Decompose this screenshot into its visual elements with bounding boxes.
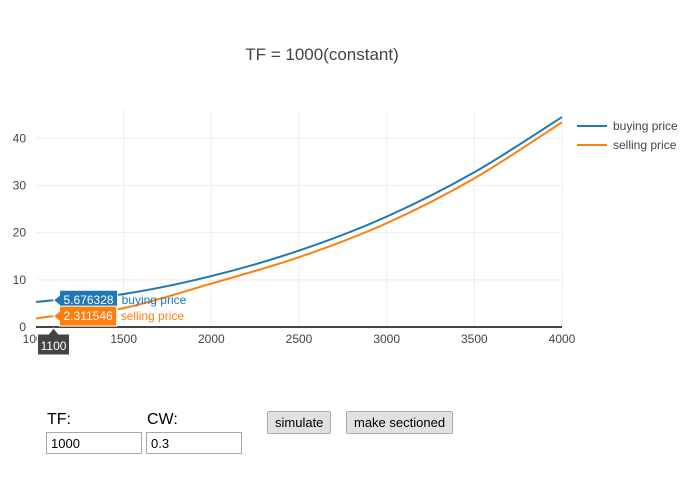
- y-tick-label: 10: [13, 273, 27, 287]
- y-axis: 0 10 20 30 40: [13, 131, 27, 334]
- y-tick-label: 30: [13, 178, 27, 192]
- hover-x-label: 1100: [37, 327, 71, 356]
- tf-input[interactable]: [46, 432, 142, 454]
- hover-box: [52, 305, 118, 327]
- legend-label: selling price: [613, 138, 677, 152]
- cw-label: CW:: [147, 411, 178, 428]
- hover-value: 2.311546: [64, 309, 113, 323]
- tf-label: TF:: [47, 411, 71, 428]
- x-axis: 1000 1500 2000 2500 3000 3500 4000: [23, 332, 576, 346]
- x-tick-label: 3000: [373, 332, 400, 346]
- x-tick-label: 2000: [198, 332, 225, 346]
- cw-input[interactable]: [146, 432, 242, 454]
- x-tick-label: 2500: [286, 332, 313, 346]
- simulate-button[interactable]: simulate: [267, 411, 332, 434]
- y-tick-label: 20: [13, 226, 27, 240]
- legend-item-selling-price[interactable]: selling price: [577, 138, 677, 152]
- chart: TF = 1000(constant) 1000 1500 2000 2500 3000…: [13, 45, 678, 356]
- y-tick-label: 0: [19, 320, 26, 334]
- hover-labels: 5.676328 buying price 2.311546 selling pric…: [37, 289, 187, 356]
- x-gridlines: [123, 110, 563, 327]
- legend[interactable]: buying price selling price: [577, 119, 678, 152]
- hover-label-buying-price: 5.676328 buying price: [52, 289, 187, 311]
- y-gridlines: [36, 137, 562, 281]
- hover-value: 5.676328: [64, 293, 114, 307]
- hover-x-box: [37, 327, 71, 356]
- hover-x-value: 1100: [41, 339, 67, 353]
- hover-series-name: buying price: [122, 293, 187, 307]
- hover-label-selling-price: 2.311546 selling price: [52, 305, 185, 327]
- legend-item-buying-price[interactable]: buying price: [577, 119, 678, 133]
- legend-label: buying price: [613, 119, 678, 133]
- chart-title: TF = 1000(constant): [245, 45, 399, 64]
- hover-series-name: selling price: [121, 309, 185, 323]
- x-tick-label: 3500: [461, 332, 488, 346]
- y-tick-label: 40: [13, 131, 27, 145]
- make-sectioned-button[interactable]: make sectioned: [346, 411, 454, 434]
- x-tick-label: 1500: [110, 332, 137, 346]
- x-tick-label: 4000: [549, 332, 576, 346]
